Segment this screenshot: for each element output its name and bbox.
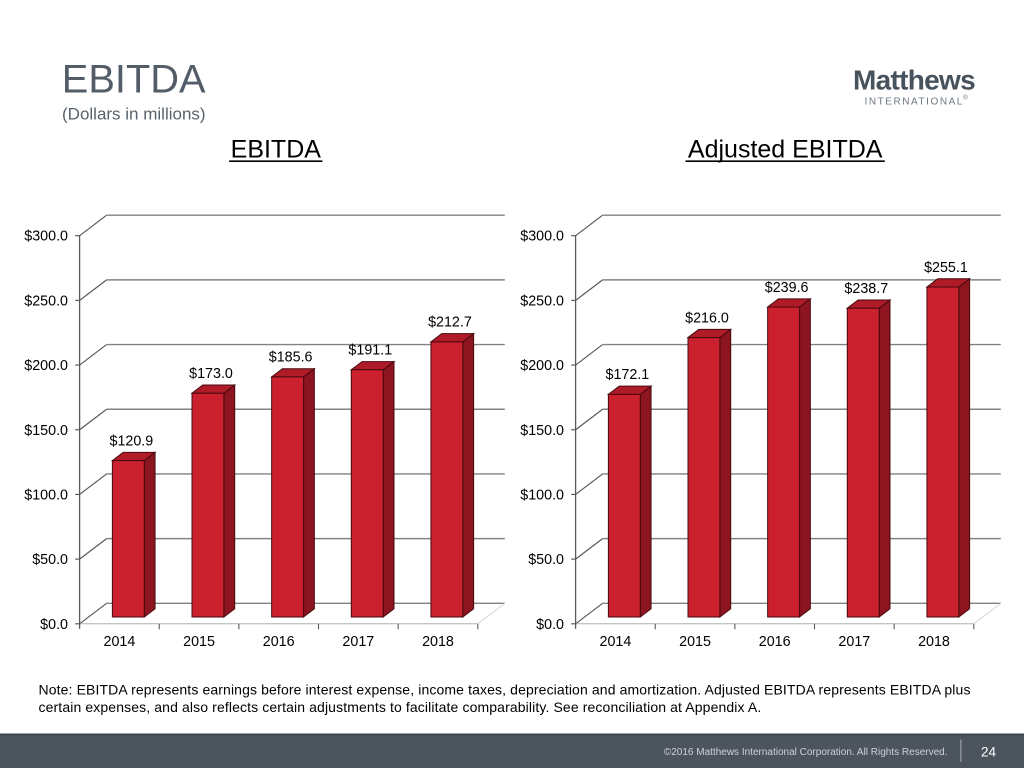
svg-text:EBITDA: EBITDA — [231, 136, 322, 164]
svg-text:2017: 2017 — [342, 634, 374, 650]
svg-text:2015: 2015 — [183, 634, 215, 650]
svg-text:2016: 2016 — [759, 634, 791, 650]
svg-text:$250.0: $250.0 — [24, 293, 68, 309]
svg-text:2018: 2018 — [422, 634, 454, 650]
svg-text:©2016 Matthews International C: ©2016 Matthews International Corporation… — [664, 747, 948, 758]
svg-text:$216.0: $216.0 — [685, 310, 729, 326]
svg-text:2017: 2017 — [838, 634, 870, 650]
svg-text:$173.0: $173.0 — [189, 366, 233, 382]
svg-text:Note: EBITDA represents earnin: Note: EBITDA represents earnings before … — [39, 682, 971, 698]
svg-text:$200.0: $200.0 — [520, 358, 564, 374]
svg-text:INTERNATIONAL: INTERNATIONAL — [865, 97, 964, 108]
svg-text:$239.6: $239.6 — [765, 280, 809, 296]
svg-text:$200.0: $200.0 — [24, 358, 68, 374]
svg-text:$250.0: $250.0 — [520, 293, 564, 309]
svg-text:$172.1: $172.1 — [606, 367, 650, 383]
svg-text:$50.0: $50.0 — [32, 552, 68, 568]
svg-text:$185.6: $185.6 — [269, 350, 313, 366]
svg-text:$300.0: $300.0 — [24, 229, 68, 245]
svg-text:$212.7: $212.7 — [428, 315, 472, 331]
svg-text:$255.1: $255.1 — [924, 260, 968, 276]
svg-text:2014: 2014 — [600, 634, 632, 650]
svg-text:EBITDA: EBITDA — [62, 57, 206, 101]
svg-text:2016: 2016 — [263, 634, 295, 650]
svg-text:2014: 2014 — [104, 634, 136, 650]
svg-text:$0.0: $0.0 — [40, 617, 68, 633]
svg-text:$150.0: $150.0 — [24, 423, 68, 439]
svg-text:(Dollars in millions): (Dollars in millions) — [62, 105, 206, 124]
svg-text:Adjusted EBITDA: Adjusted EBITDA — [688, 136, 883, 164]
svg-text:$120.9: $120.9 — [110, 433, 154, 449]
svg-text:$150.0: $150.0 — [520, 423, 564, 439]
svg-text:®: ® — [963, 94, 968, 102]
svg-text:24: 24 — [981, 745, 997, 760]
svg-text:$100.0: $100.0 — [520, 487, 564, 503]
svg-text:$238.7: $238.7 — [844, 281, 888, 297]
svg-text:$191.1: $191.1 — [348, 343, 392, 359]
svg-text:2018: 2018 — [918, 634, 950, 650]
svg-text:$300.0: $300.0 — [520, 229, 564, 245]
svg-text:2015: 2015 — [679, 634, 711, 650]
svg-text:$0.0: $0.0 — [536, 617, 564, 633]
svg-text:Matthews: Matthews — [853, 64, 975, 95]
svg-text:$50.0: $50.0 — [528, 552, 564, 568]
svg-text:certain expenses, and also ref: certain expenses, and also reflects cert… — [39, 699, 762, 715]
svg-text:$100.0: $100.0 — [24, 487, 68, 503]
